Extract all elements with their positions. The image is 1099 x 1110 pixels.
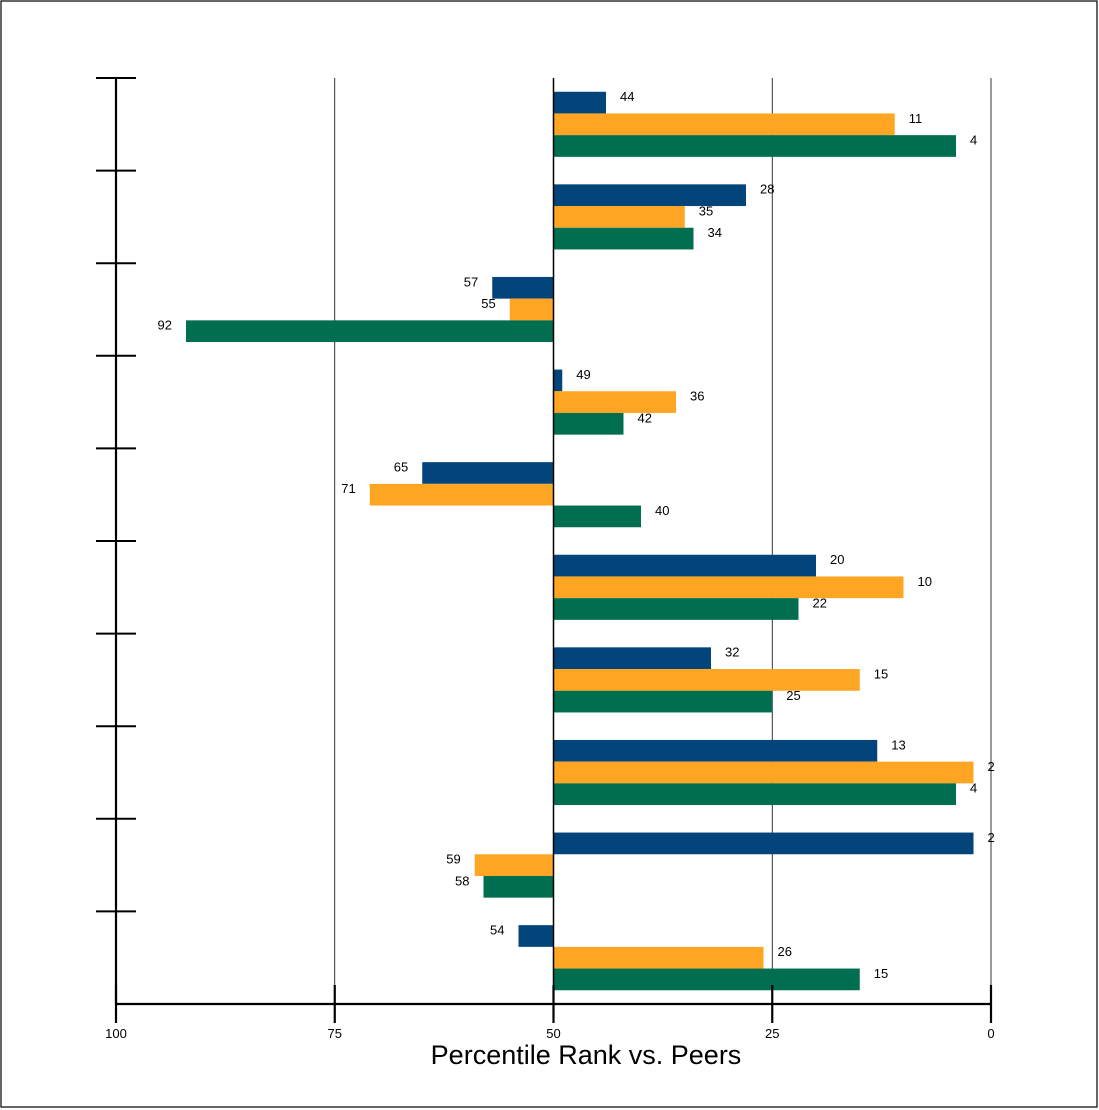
bar-s3-g8 xyxy=(553,783,956,806)
bar-label-s3-g7: 25 xyxy=(786,688,800,703)
bar-label-s3-g6: 22 xyxy=(813,596,827,611)
bar-label-s3-g10: 15 xyxy=(874,966,888,981)
bars xyxy=(186,91,974,991)
bar-s3-g10 xyxy=(553,968,860,991)
bar-s2-g7 xyxy=(553,669,860,691)
bar-s1-g1 xyxy=(553,91,606,114)
bar-label-s1-g3: 57 xyxy=(464,274,478,289)
bar-s1-g4 xyxy=(553,369,563,392)
bar-s2-g1 xyxy=(553,113,895,136)
bar-s1-g9 xyxy=(553,832,974,855)
bar-s3-g4 xyxy=(553,412,624,435)
data-labels: 4428574965203213254113555367110152592643… xyxy=(158,89,995,981)
bar-s3-g5 xyxy=(553,505,641,528)
x-axis-title: Percentile Rank vs. Peers xyxy=(431,1040,742,1070)
bar-s3-g9 xyxy=(483,875,554,898)
y-axis xyxy=(96,77,136,1004)
bar-label-s3-g1: 4 xyxy=(970,133,977,148)
bar-s2-g5 xyxy=(369,483,554,506)
bar-label-s1-g5: 65 xyxy=(394,460,408,475)
bar-s1-g7 xyxy=(553,647,711,670)
bar-s2-g6 xyxy=(553,576,904,599)
bar-label-s2-g10: 26 xyxy=(778,944,792,959)
bar-label-s3-g3: 92 xyxy=(158,318,172,333)
bar-label-s1-g10: 54 xyxy=(490,923,504,938)
bar-s3-g3 xyxy=(186,320,554,343)
bar-s3-g7 xyxy=(553,690,773,713)
bar-label-s2-g8: 2 xyxy=(988,759,995,774)
bar-label-s2-g9: 59 xyxy=(446,852,460,867)
bar-label-s1-g7: 32 xyxy=(725,645,739,660)
bar-label-s2-g3: 55 xyxy=(481,296,495,311)
bar-label-s1-g4: 49 xyxy=(576,367,590,382)
bar-label-s1-g9: 2 xyxy=(988,830,995,845)
bar-label-s1-g1: 44 xyxy=(620,89,634,104)
bar-s2-g2 xyxy=(553,206,685,228)
bar-label-s2-g7: 15 xyxy=(874,666,888,681)
bar-s3-g1 xyxy=(553,135,956,157)
bar-label-s3-g2: 34 xyxy=(708,225,722,240)
x-tick-label-100: 100 xyxy=(105,1026,127,1041)
bar-label-s3-g9: 58 xyxy=(455,873,469,888)
bar-label-s1-g8: 13 xyxy=(891,737,905,752)
bar-s2-g4 xyxy=(553,391,676,413)
bar-s2-g10 xyxy=(553,946,764,969)
bar-s1-g5 xyxy=(422,462,554,484)
bar-s2-g8 xyxy=(553,761,974,784)
bar-s1-g8 xyxy=(553,739,878,762)
bar-label-s2-g4: 36 xyxy=(690,389,704,404)
bar-label-s3-g8: 4 xyxy=(970,781,977,796)
x-tick-label-75: 75 xyxy=(328,1026,342,1041)
x-tick-label-50: 50 xyxy=(546,1026,560,1041)
bar-s1-g10 xyxy=(518,925,554,947)
bar-s3-g6 xyxy=(553,598,799,620)
bar-label-s3-g5: 40 xyxy=(655,503,669,518)
bar-label-s1-g6: 20 xyxy=(830,552,844,567)
x-tick-label-0: 0 xyxy=(987,1026,994,1041)
bar-s3-g2 xyxy=(553,227,694,250)
bar-label-s2-g2: 35 xyxy=(699,203,713,218)
bar-label-s2-g6: 10 xyxy=(918,574,932,589)
bar-s2-g3 xyxy=(509,298,554,321)
x-axis: 100 75 50 25 0 xyxy=(105,985,995,1041)
bar-label-s1-g2: 28 xyxy=(760,182,774,197)
bar-label-s2-g5: 71 xyxy=(341,481,355,496)
bar-s1-g3 xyxy=(492,276,554,299)
x-tick-label-25: 25 xyxy=(765,1026,779,1041)
bar-s2-g9 xyxy=(474,854,554,876)
bar-s1-g2 xyxy=(553,184,746,207)
bar-label-s2-g1: 11 xyxy=(909,111,923,126)
bar-label-s3-g4: 42 xyxy=(638,410,652,425)
bar-s1-g6 xyxy=(553,554,816,577)
